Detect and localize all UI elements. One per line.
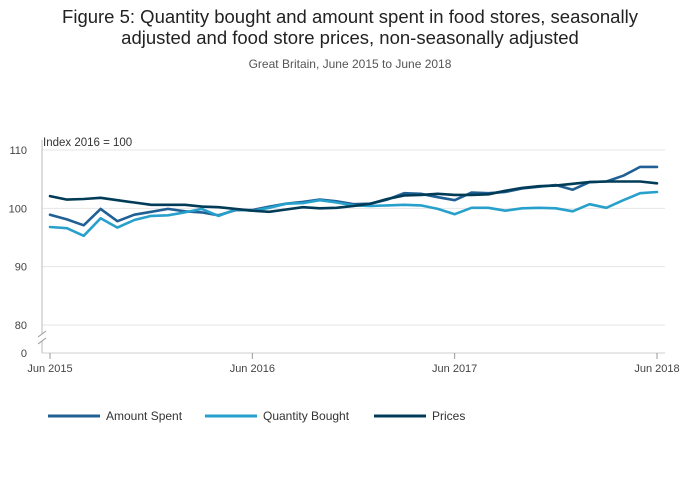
y-tick-label-80: 80 [15,320,27,332]
y-tick-label-110: 110 [9,145,27,157]
x-tick-label-jun-2016: Jun 2016 [230,363,275,375]
legend-label-amount-spent: Amount Spent [106,409,183,423]
series-line-amount-spent[interactable] [48,165,659,227]
chart-title-line-2: adjusted and food store prices, non-seas… [121,27,579,48]
legend-label-prices: Prices [432,409,465,423]
legend-item-quantity-bought[interactable]: Quantity Bought [205,409,350,423]
y-tick-label-90: 90 [15,262,27,274]
x-tick-label-jun-2015: Jun 2015 [27,363,72,375]
legend-item-amount-spent[interactable]: Amount Spent [48,409,183,423]
legend-label-quantity-bought: Quantity Bought [263,409,350,423]
x-tick-label-jun-2018: Jun 2018 [634,363,679,375]
axis-break [37,330,47,345]
series-line-prices[interactable] [48,180,659,214]
gridlines [42,149,665,354]
x-tick-label-jun-2017: Jun 2017 [432,363,477,375]
y-tick-label-0: 0 [21,348,27,360]
chart-subtitle: Great Britain, June 2015 to June 2018 [248,57,452,71]
chart-title: Figure 5: Quantity bought and amount spe… [0,6,700,48]
series-lines [48,165,659,238]
legend-item-prices[interactable]: Prices [374,409,465,423]
y-tick-label-100: 100 [9,203,27,215]
axes: 110 100 90 80 0 Index 2016 = 100 Jun 2015 Jun 2… [9,137,680,375]
chart-title-line-1: Figure 5: Quantity bought and amount spe… [62,6,638,27]
legend: Amount Spent Quantity Bought Prices [48,409,465,423]
y-axis-label: Index 2016 = 100 [43,137,132,149]
